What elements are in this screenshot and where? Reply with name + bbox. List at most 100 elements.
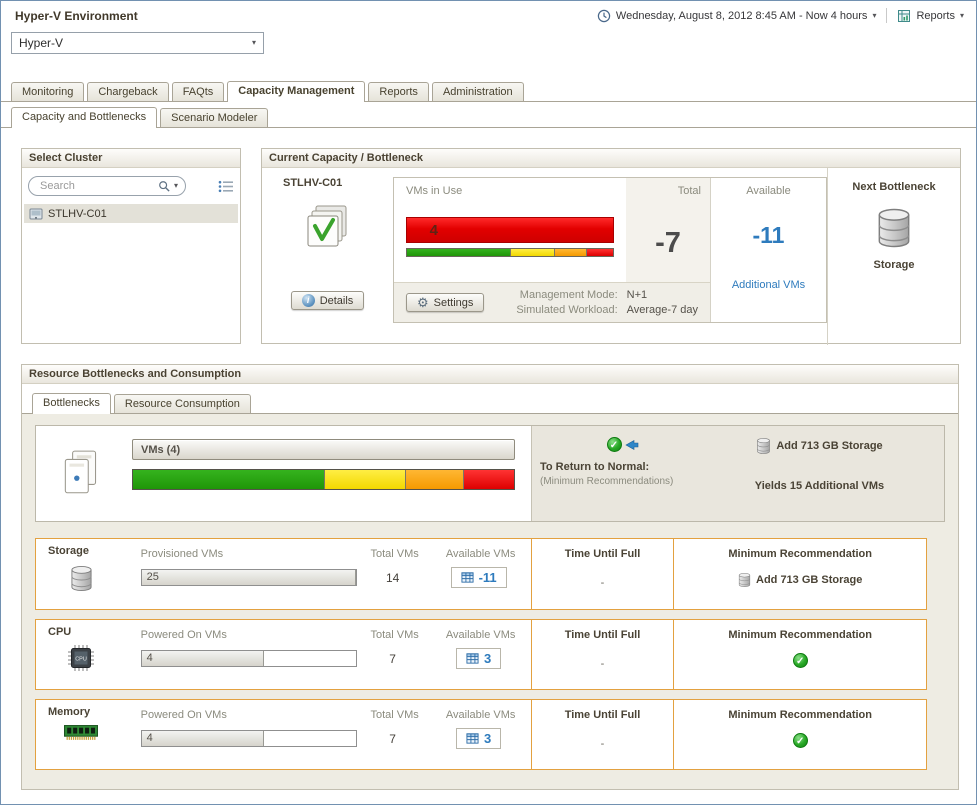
time-until-full-value: - [600, 577, 605, 589]
storage-icon [738, 572, 751, 588]
tab-chargeback[interactable]: Chargeback [87, 82, 169, 101]
vms-usage-bar-critical: 4 [406, 217, 614, 243]
chevron-down-icon[interactable]: ▾ [872, 10, 877, 20]
available-vms-header: Available VMs [445, 709, 516, 721]
search-box[interactable]: ▾ [28, 176, 186, 196]
vm-bar-header: Powered On VMs [140, 709, 227, 721]
resource-metrics-cell: Provisioned VMs Total VMs Available VMs … [127, 539, 531, 609]
cluster-item-label: STLHV-C01 [48, 207, 107, 220]
cluster-list-item[interactable]: STLHV-C01 [24, 204, 238, 223]
resource-label-cell: Storage [36, 539, 127, 609]
vm-bar-header: Powered On VMs [140, 629, 227, 641]
management-mode-value: N+1 [626, 289, 648, 301]
available-vms-value: 3 [484, 731, 492, 746]
total-header: Total [626, 178, 710, 204]
resource-row-storage: Storage Provisioned VMs Total VMs Availa… [35, 538, 927, 610]
sub-tabs: Capacity and Bottlenecks Scenario Modele… [11, 106, 269, 128]
bar-fill [141, 570, 356, 585]
time-until-full-cell: Time Until Full - [530, 620, 674, 689]
tab-reports[interactable]: Reports [368, 82, 429, 101]
resource-label-cell: CPU [36, 620, 127, 689]
available-vms-box[interactable]: 3 [456, 648, 502, 669]
min-recommendation-header: Minimum Recommendation [728, 709, 872, 721]
time-range-icon [597, 9, 611, 23]
info-icon: i [301, 294, 315, 307]
bar-fill [141, 651, 264, 666]
list-view-button[interactable] [218, 180, 234, 193]
details-button[interactable]: i Details [290, 291, 365, 310]
tab-resource-consumption[interactable]: Resource Consumption [113, 394, 251, 413]
capacity-cluster-name: STLHV-C01 [283, 177, 343, 189]
cluster-stack-icon [304, 203, 352, 251]
memory-icon [64, 725, 98, 741]
bar-value: 25 [146, 571, 159, 583]
cpu-icon [68, 645, 94, 671]
main-tabs: Monitoring Chargeback FAQts Capacity Man… [11, 80, 524, 102]
resource-metrics-cell: Powered On VMs Total VMs Available VMs 4… [127, 620, 531, 689]
reports-menu[interactable]: Reports [916, 9, 955, 22]
chevron-down-icon[interactable]: ▾ [173, 181, 178, 190]
chevron-down-icon[interactable]: ▾ [251, 38, 256, 47]
minimum-recommendations-label: (Minimum Recommendations) [540, 476, 674, 487]
management-mode-label: Management Mode: [519, 289, 618, 301]
capacity-body: STLHV-C01 i Details VMs in Use Total Ava… [262, 168, 960, 345]
bottlenecks-tab-line [22, 413, 958, 414]
tab-bottlenecks[interactable]: Bottlenecks [32, 393, 111, 414]
min-recommendation-header: Minimum Recommendation [728, 629, 872, 641]
total-vms-value: 7 [389, 731, 396, 746]
bar-fill [141, 731, 264, 746]
threshold-orange-segment [554, 249, 587, 256]
time-until-full-cell: Time Until Full - [530, 539, 674, 609]
cluster-search-toolbar: ▾ [22, 168, 240, 196]
capacity-panel-title: Current Capacity / Bottleneck [262, 149, 960, 168]
tab-capacity-management[interactable]: Capacity Management [227, 81, 366, 102]
tab-monitoring[interactable]: Monitoring [11, 82, 85, 101]
vm-cluster-icon [29, 207, 43, 221]
current-capacity-panel: Current Capacity / Bottleneck STLHV-C01 … [261, 148, 961, 345]
settings-button[interactable]: ⚙ Settings [406, 293, 485, 312]
bottlenecks-tabs: Bottlenecks Resource Consumption [32, 392, 251, 414]
bottlenecks-content: VMs (4) ✓ To Return to Normal: (Minimum … [22, 414, 958, 789]
return-to-normal-section: ✓ To Return to Normal: (Minimum Recommen… [531, 426, 944, 521]
storage-icon [756, 437, 771, 455]
simulated-workload-value: Average-7 day [626, 304, 698, 316]
resource-name: CPU [48, 626, 72, 638]
available-vms-value: -11 [478, 570, 497, 585]
tab-scenario-modeler[interactable]: Scenario Modeler [160, 108, 269, 127]
yields-text: Yields 15 Additional VMs [754, 480, 885, 492]
time-until-full-header: Time Until Full [564, 709, 641, 721]
tab-faqts[interactable]: FAQts [171, 82, 225, 101]
add-storage-text: Add 713 GB Storage [776, 440, 883, 452]
management-settings: Management Mode: N+1 Simulated Workload:… [516, 289, 698, 316]
vms-in-use-header: VMs in Use [406, 185, 463, 197]
additional-vms-link[interactable]: Additional VMs [731, 279, 806, 291]
available-vms-box[interactable]: 3 [456, 728, 502, 749]
search-input[interactable] [38, 179, 154, 193]
provisioned-vms-bar: 25 [140, 569, 357, 586]
next-bottleneck-resource: Storage [873, 259, 915, 271]
tab-capacity-and-bottlenecks[interactable]: Capacity and Bottlenecks [11, 107, 158, 128]
tab-administration[interactable]: Administration [431, 82, 524, 101]
bar-value: 4 [146, 652, 153, 664]
divider [886, 8, 888, 23]
resource-label-cell: Memory [36, 700, 127, 769]
available-vms-box[interactable]: -11 [450, 567, 507, 588]
host-icon [59, 449, 105, 499]
total-vms-value: 7 [389, 651, 396, 666]
segment-red [462, 470, 514, 489]
add-storage-recommendation: Add 713 GB Storage [756, 437, 883, 455]
vm-table-icon [466, 652, 479, 665]
search-icon[interactable] [158, 180, 170, 192]
gear-icon: ⚙ [417, 295, 429, 310]
total-value: -7 [626, 204, 710, 282]
vms-in-use-value: 4 [429, 222, 438, 239]
return-to-normal-label: To Return to Normal: [540, 461, 650, 473]
time-range-selector[interactable]: Wednesday, August 8, 2012 8:45 AM - Now … [615, 9, 868, 22]
time-until-full-value: - [600, 738, 605, 750]
check-icon: ✓ [606, 437, 622, 452]
total-vms-value: 14 [385, 570, 400, 585]
environment-select[interactable]: Hyper-V ▾ [11, 32, 264, 54]
available-vms-header: Available VMs [445, 548, 516, 560]
chevron-down-icon[interactable]: ▾ [959, 10, 964, 20]
next-bottleneck-section: Next Bottleneck Storage [827, 168, 960, 345]
